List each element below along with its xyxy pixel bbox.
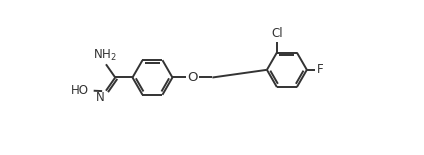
Text: NH$_2$: NH$_2$ xyxy=(92,48,116,63)
Text: HO: HO xyxy=(71,84,89,97)
Text: N: N xyxy=(96,91,105,104)
Text: Cl: Cl xyxy=(271,27,283,40)
Text: F: F xyxy=(317,63,324,76)
Text: O: O xyxy=(187,71,198,84)
